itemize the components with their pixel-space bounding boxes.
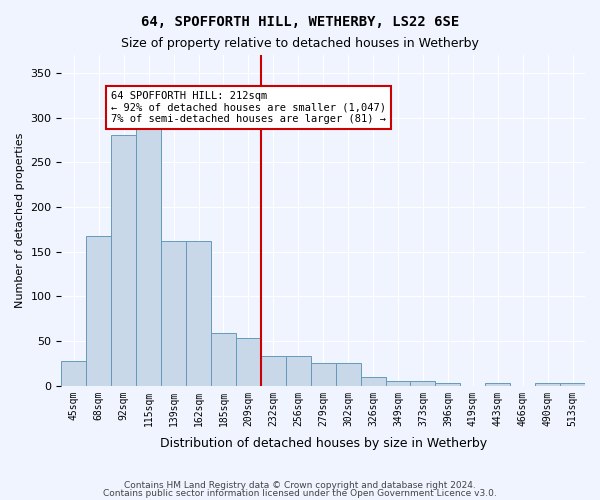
Bar bbox=[436, 383, 460, 386]
Y-axis label: Number of detached properties: Number of detached properties bbox=[15, 132, 25, 308]
Bar bbox=[560, 383, 585, 386]
Text: Size of property relative to detached houses in Wetherby: Size of property relative to detached ho… bbox=[121, 38, 479, 51]
Bar bbox=[361, 377, 386, 386]
Bar bbox=[410, 382, 436, 386]
Text: Contains public sector information licensed under the Open Government Licence v3: Contains public sector information licen… bbox=[103, 488, 497, 498]
Bar bbox=[111, 136, 136, 386]
Bar bbox=[86, 236, 111, 386]
Bar bbox=[186, 241, 211, 386]
Bar bbox=[485, 383, 510, 386]
Bar bbox=[61, 360, 86, 386]
Bar bbox=[136, 116, 161, 386]
Bar bbox=[211, 333, 236, 386]
Bar bbox=[286, 356, 311, 386]
Bar bbox=[535, 383, 560, 386]
Bar bbox=[386, 382, 410, 386]
X-axis label: Distribution of detached houses by size in Wetherby: Distribution of detached houses by size … bbox=[160, 437, 487, 450]
Bar bbox=[311, 364, 335, 386]
Bar bbox=[161, 241, 186, 386]
Text: Contains HM Land Registry data © Crown copyright and database right 2024.: Contains HM Land Registry data © Crown c… bbox=[124, 481, 476, 490]
Text: 64, SPOFFORTH HILL, WETHERBY, LS22 6SE: 64, SPOFFORTH HILL, WETHERBY, LS22 6SE bbox=[141, 15, 459, 29]
Bar bbox=[261, 356, 286, 386]
Bar bbox=[335, 364, 361, 386]
Text: 64 SPOFFORTH HILL: 212sqm
← 92% of detached houses are smaller (1,047)
7% of sem: 64 SPOFFORTH HILL: 212sqm ← 92% of detac… bbox=[111, 91, 386, 124]
Bar bbox=[236, 338, 261, 386]
